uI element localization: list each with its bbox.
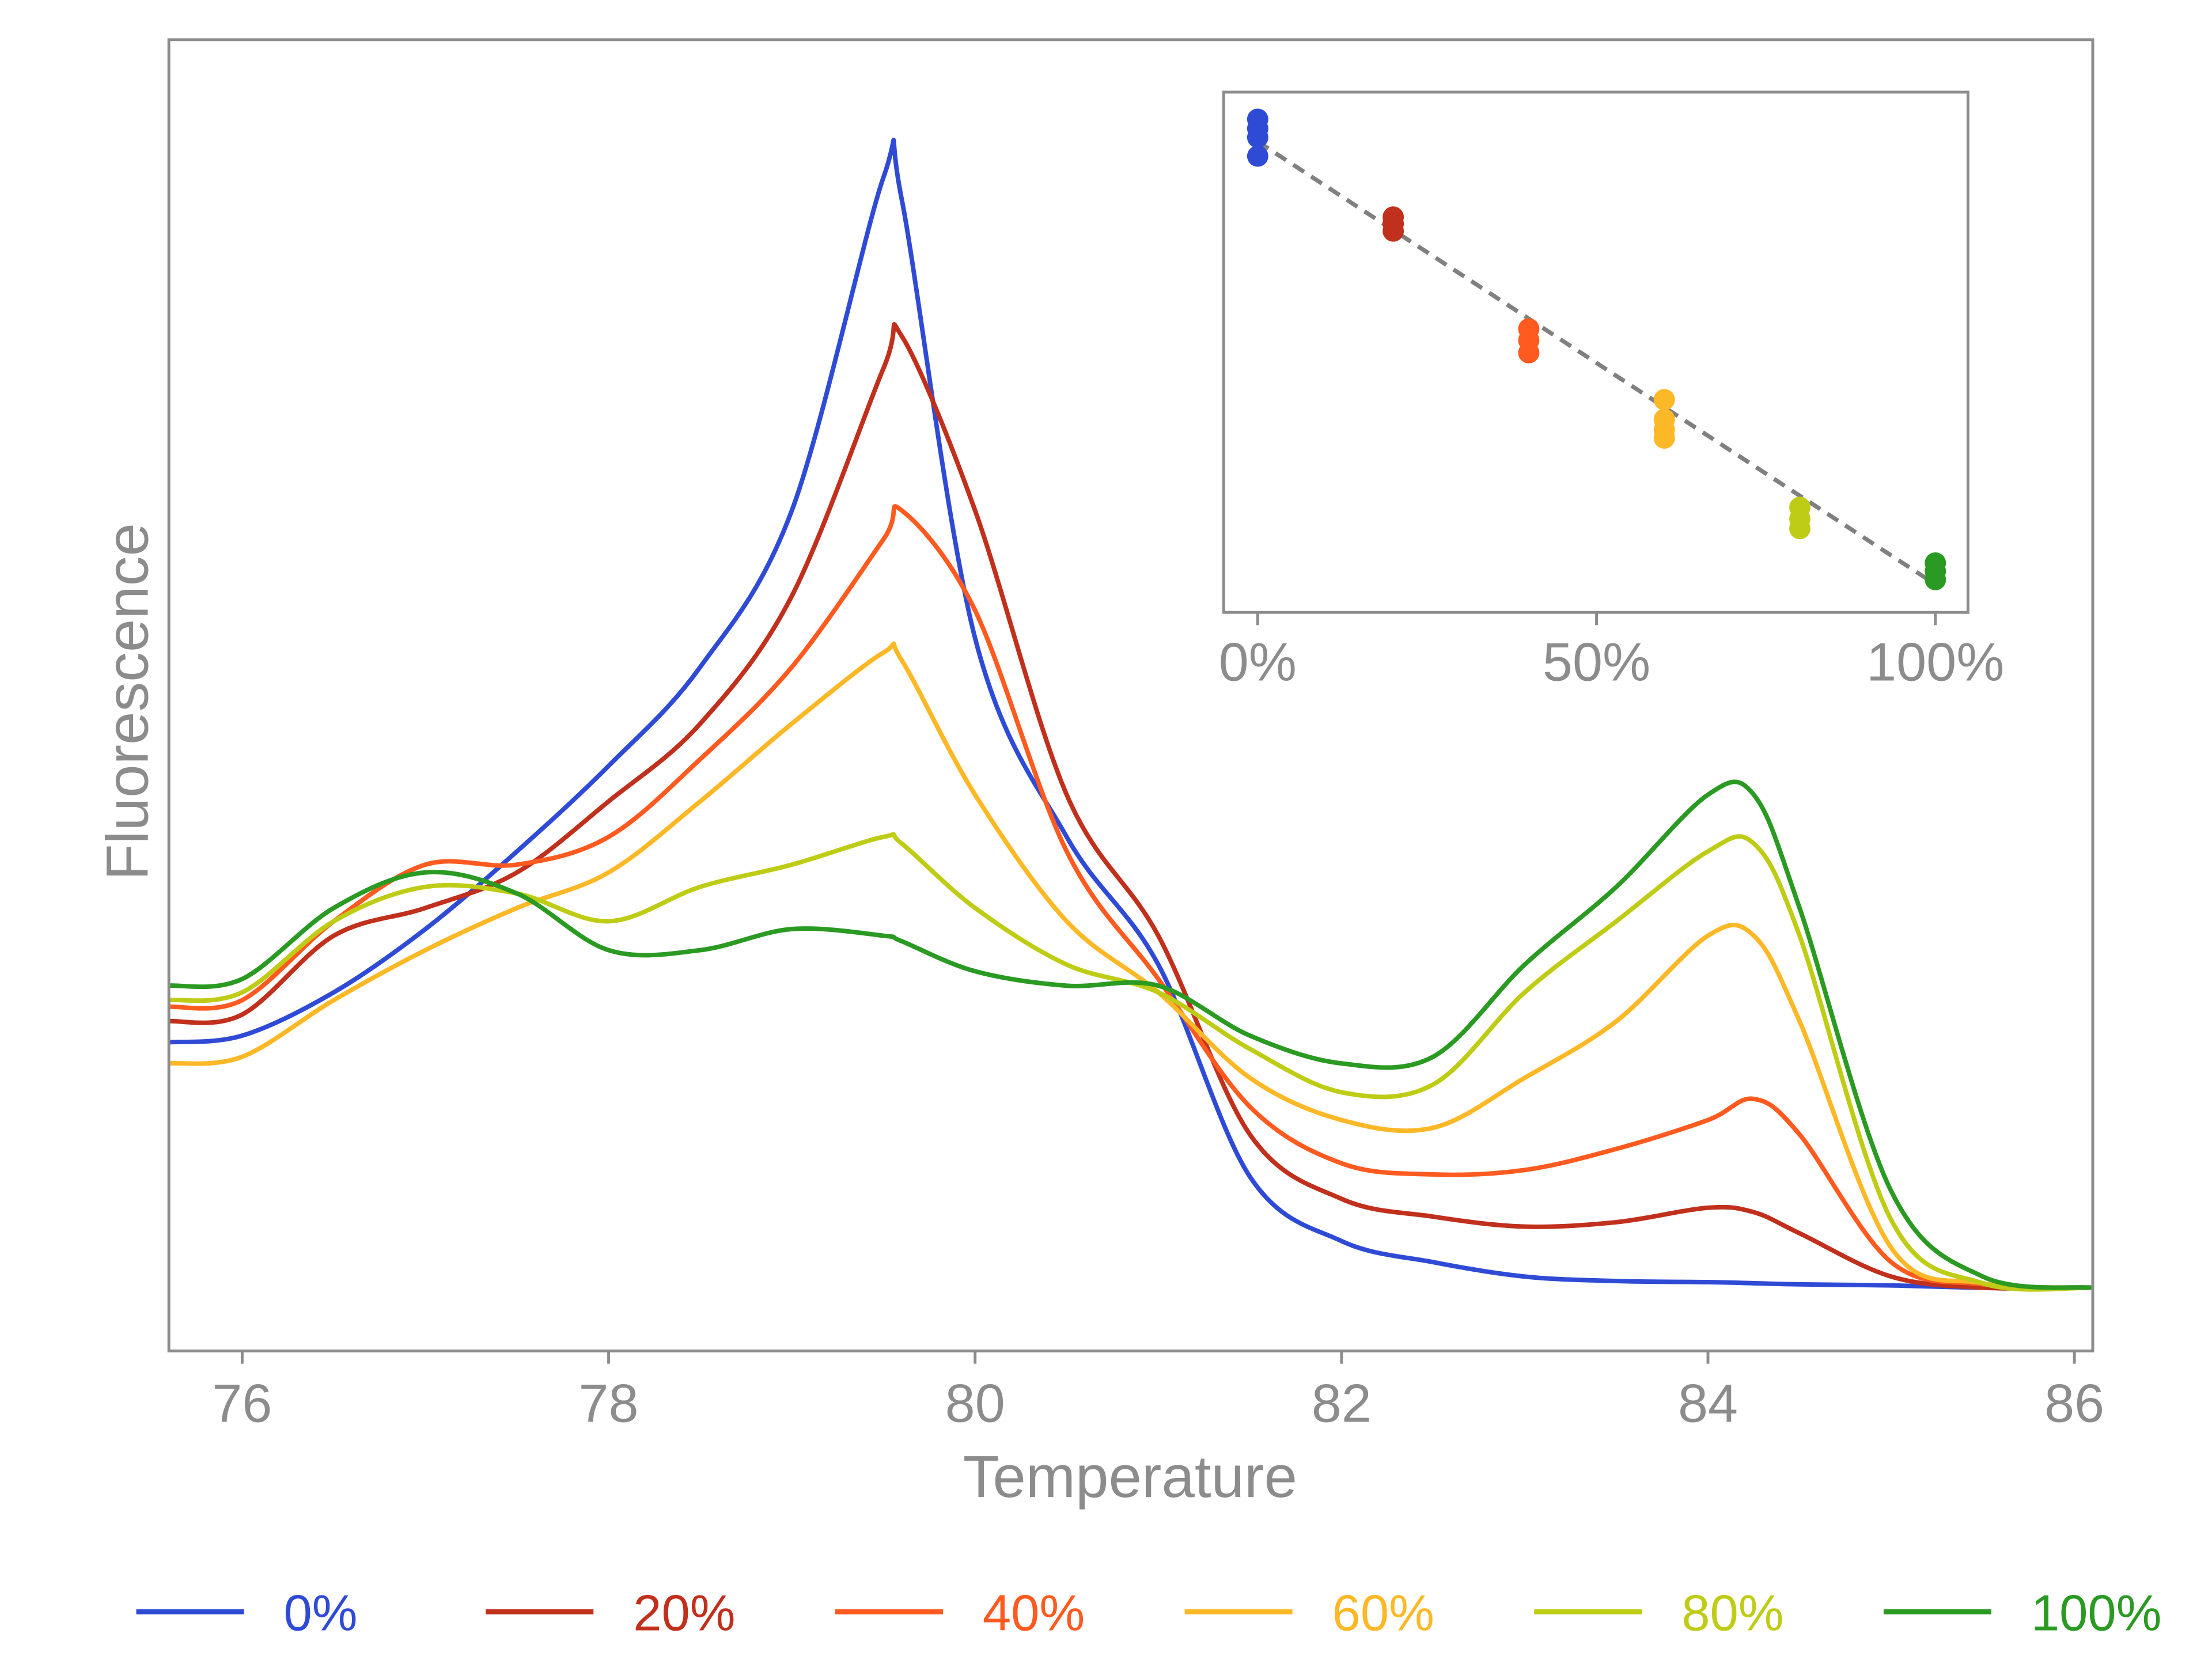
legend-label: 20% [633, 1584, 735, 1641]
series-line-0pct [168, 138, 2093, 1290]
y-axis-title: Fluorescence [93, 523, 160, 880]
legend-item-40pct: 40% [835, 1584, 1085, 1641]
x-tick-label: 86 [2044, 1373, 2104, 1434]
legend-item-20pct: 20% [486, 1584, 736, 1641]
series-line-100pct [168, 779, 2093, 1290]
inset-point [1247, 127, 1268, 149]
inset-point [1925, 569, 1946, 590]
x-tick-label: 76 [212, 1373, 272, 1434]
x-tick-label: 84 [1678, 1373, 1738, 1434]
inset-scatter: 0% 50% 100% [1219, 90, 2004, 692]
curves-layer [168, 138, 2093, 1292]
plot-frame [167, 38, 2094, 1352]
legend: 0% 20% 40% 60% 80% 100% [136, 1584, 2162, 1641]
inset-x-tick-label: 100% [1866, 631, 2004, 692]
inset-x-tick-label: 0% [1219, 631, 1297, 692]
inset-point [1653, 389, 1675, 411]
x-axis: 76 78 80 82 84 86 [212, 1351, 2104, 1434]
legend-item-80pct: 80% [1534, 1584, 1784, 1641]
series-line-20pct [168, 322, 2093, 1291]
legend-label: 100% [2031, 1584, 2162, 1641]
inset-trendline [1256, 139, 1937, 586]
inset-point [1653, 427, 1675, 449]
legend-label: 60% [1332, 1584, 1434, 1641]
inset-point [1382, 220, 1404, 242]
legend-item-100pct: 100% [1883, 1584, 2162, 1641]
inset-point [1247, 145, 1268, 167]
inset-point [1518, 342, 1540, 363]
legend-item-0pct: 0% [136, 1584, 358, 1641]
legend-label: 80% [1681, 1584, 1783, 1641]
legend-label: 0% [284, 1584, 358, 1641]
x-tick-label: 82 [1312, 1373, 1372, 1434]
x-tick-label: 78 [579, 1373, 639, 1434]
inset-x-tick-label: 50% [1543, 631, 1650, 692]
inset-point [1789, 518, 1810, 540]
x-axis-title: Temperature [963, 1443, 1297, 1510]
legend-label: 40% [983, 1584, 1085, 1641]
legend-item-60pct: 60% [1184, 1584, 1434, 1641]
series-line-60pct [168, 641, 2093, 1290]
inset-frame [1222, 90, 1969, 614]
series-line-40pct [168, 504, 2093, 1290]
x-tick-label: 80 [945, 1373, 1005, 1434]
